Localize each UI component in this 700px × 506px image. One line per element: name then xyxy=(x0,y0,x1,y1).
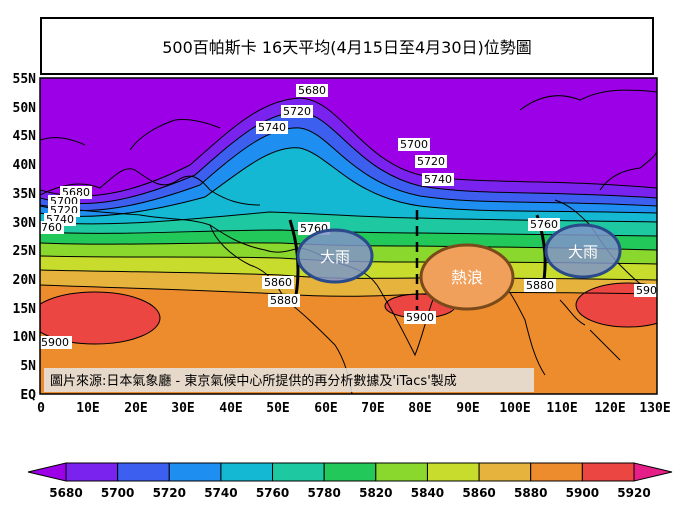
lon-label: 40E xyxy=(219,401,242,416)
colorbar-segment xyxy=(65,462,119,482)
colorbar-tick-label: 5700 xyxy=(101,486,134,500)
lat-label: 30N xyxy=(13,216,37,231)
heavy-rain-east-marker xyxy=(544,223,622,279)
lon-label: 0 xyxy=(37,401,45,416)
lon-label: 80E xyxy=(408,401,431,416)
contour-label-w5760: 760 xyxy=(41,221,62,234)
lon-label: 10E xyxy=(76,401,99,416)
latitude-axis: 55N 50N 45N 40N 35N 30N 25N 20N 15N 10N … xyxy=(13,72,37,403)
colorbar-tick-label: 5740 xyxy=(204,486,237,500)
colorbar-tick-label: 5720 xyxy=(153,486,186,500)
contour-label-e5880: 5880 xyxy=(526,279,554,292)
map-frame xyxy=(39,77,658,395)
lon-label: 90E xyxy=(456,401,479,416)
lon-label: 100E xyxy=(499,401,530,416)
lon-label: 60E xyxy=(314,401,337,416)
lon-label: 130E xyxy=(639,401,670,416)
lat-label: 35N xyxy=(13,187,37,202)
contour-label-e5760: 5760 xyxy=(530,218,558,231)
lon-label: 70E xyxy=(361,401,384,416)
lat-label: 55N xyxy=(13,72,37,87)
contour-label-5700: 5700 xyxy=(400,138,428,151)
colorbar-segment xyxy=(581,462,635,482)
colorbar-tick-label: 5780 xyxy=(307,486,340,500)
colorbar-segment xyxy=(220,462,274,482)
lat-label: 20N xyxy=(13,273,37,288)
colorbar-tick-label: 5880 xyxy=(514,486,547,500)
contour-label-5720-east: 5720 xyxy=(417,155,445,168)
lat-label: 45N xyxy=(13,129,37,144)
lon-label: 50E xyxy=(266,401,289,416)
colorbar-segment xyxy=(117,462,170,482)
lat-label: EQ xyxy=(20,388,36,403)
heat-wave-marker xyxy=(419,243,515,311)
colorbar-tick-label: 5820 xyxy=(359,486,392,500)
map-title-box: 500百帕斯卡 16天平均(4月15日至4月30日)位勢圖 xyxy=(40,17,654,75)
contour-label-m5860: 5860 xyxy=(264,276,292,289)
lon-label: 110E xyxy=(546,401,577,416)
lon-label: 30E xyxy=(171,401,194,416)
contour-label-m5880: 5880 xyxy=(270,294,298,307)
colorbar-segment xyxy=(478,462,532,482)
lon-label: 120E xyxy=(594,401,625,416)
colorbar-segment xyxy=(323,462,377,482)
longitude-axis: 0 10E 20E 30E 40E 50E 60E 70E 80E 90E 10… xyxy=(37,401,671,416)
lat-label: 40N xyxy=(13,158,37,173)
lat-label: 15N xyxy=(13,302,37,317)
colorbar-tick-label: 5760 xyxy=(256,486,289,500)
contour-label-5740: 5740 xyxy=(258,121,286,134)
colorbar-tick-label: 5900 xyxy=(566,486,599,500)
colorbar-tick-label: 5860 xyxy=(462,486,495,500)
colorbar-tick-label: 5680 xyxy=(49,486,82,500)
lat-label: 10N xyxy=(13,330,37,345)
heavy-rain-west-marker xyxy=(296,228,374,284)
lat-label: 25N xyxy=(13,244,37,259)
contour-label-group: 5680 5720 5740 5700 5720 5740 5680 5700 … xyxy=(40,84,657,349)
contour-label-5740-east: 5740 xyxy=(424,173,452,186)
colorbar-high-arrow xyxy=(633,462,673,482)
contour-label-5720: 5720 xyxy=(283,105,311,118)
colorbar-segment xyxy=(168,462,222,482)
lat-label: 50N xyxy=(13,101,37,116)
heavy-rain-west-label: 大雨 xyxy=(320,248,350,266)
heavy-rain-east-label: 大雨 xyxy=(568,243,598,261)
lon-label: 20E xyxy=(124,401,147,416)
contour-label-se5900: 590 xyxy=(636,284,657,297)
source-note-bg xyxy=(44,368,534,392)
geopotential-map: 5680 5720 5740 5700 5720 5740 5680 5700 … xyxy=(40,78,657,394)
map-title: 500百帕斯卡 16天平均(4月15日至4月30日)位勢圖 xyxy=(162,38,532,57)
colorbar-low-arrow xyxy=(27,462,67,482)
contour-label-5680: 5680 xyxy=(298,84,326,97)
colorbar-tick-label: 5920 xyxy=(617,486,650,500)
colorbar-tick-label: 5840 xyxy=(411,486,444,500)
colorbar-segment xyxy=(375,462,428,482)
colorbar-segment xyxy=(530,462,583,482)
colorbar-segment xyxy=(426,462,480,482)
contour-label-5900-india: 5900 xyxy=(406,311,434,324)
colorbar-segment xyxy=(272,462,325,482)
source-note: 圖片來源:日本氣象廳 - 東京氣候中心所提供的再分析數據及'iTacs'製成 xyxy=(50,373,457,389)
colorbar: 5680 5700 5720 5740 5760 5780 5820 5840 5860 5880… xyxy=(27,462,673,500)
contour-label-sw5900: 5900 xyxy=(41,336,69,349)
lat-label: 5N xyxy=(20,359,36,374)
heat-wave-label: 熱浪 xyxy=(451,268,483,287)
high-5900-southwest xyxy=(40,292,160,344)
band-5880-area xyxy=(40,285,657,394)
